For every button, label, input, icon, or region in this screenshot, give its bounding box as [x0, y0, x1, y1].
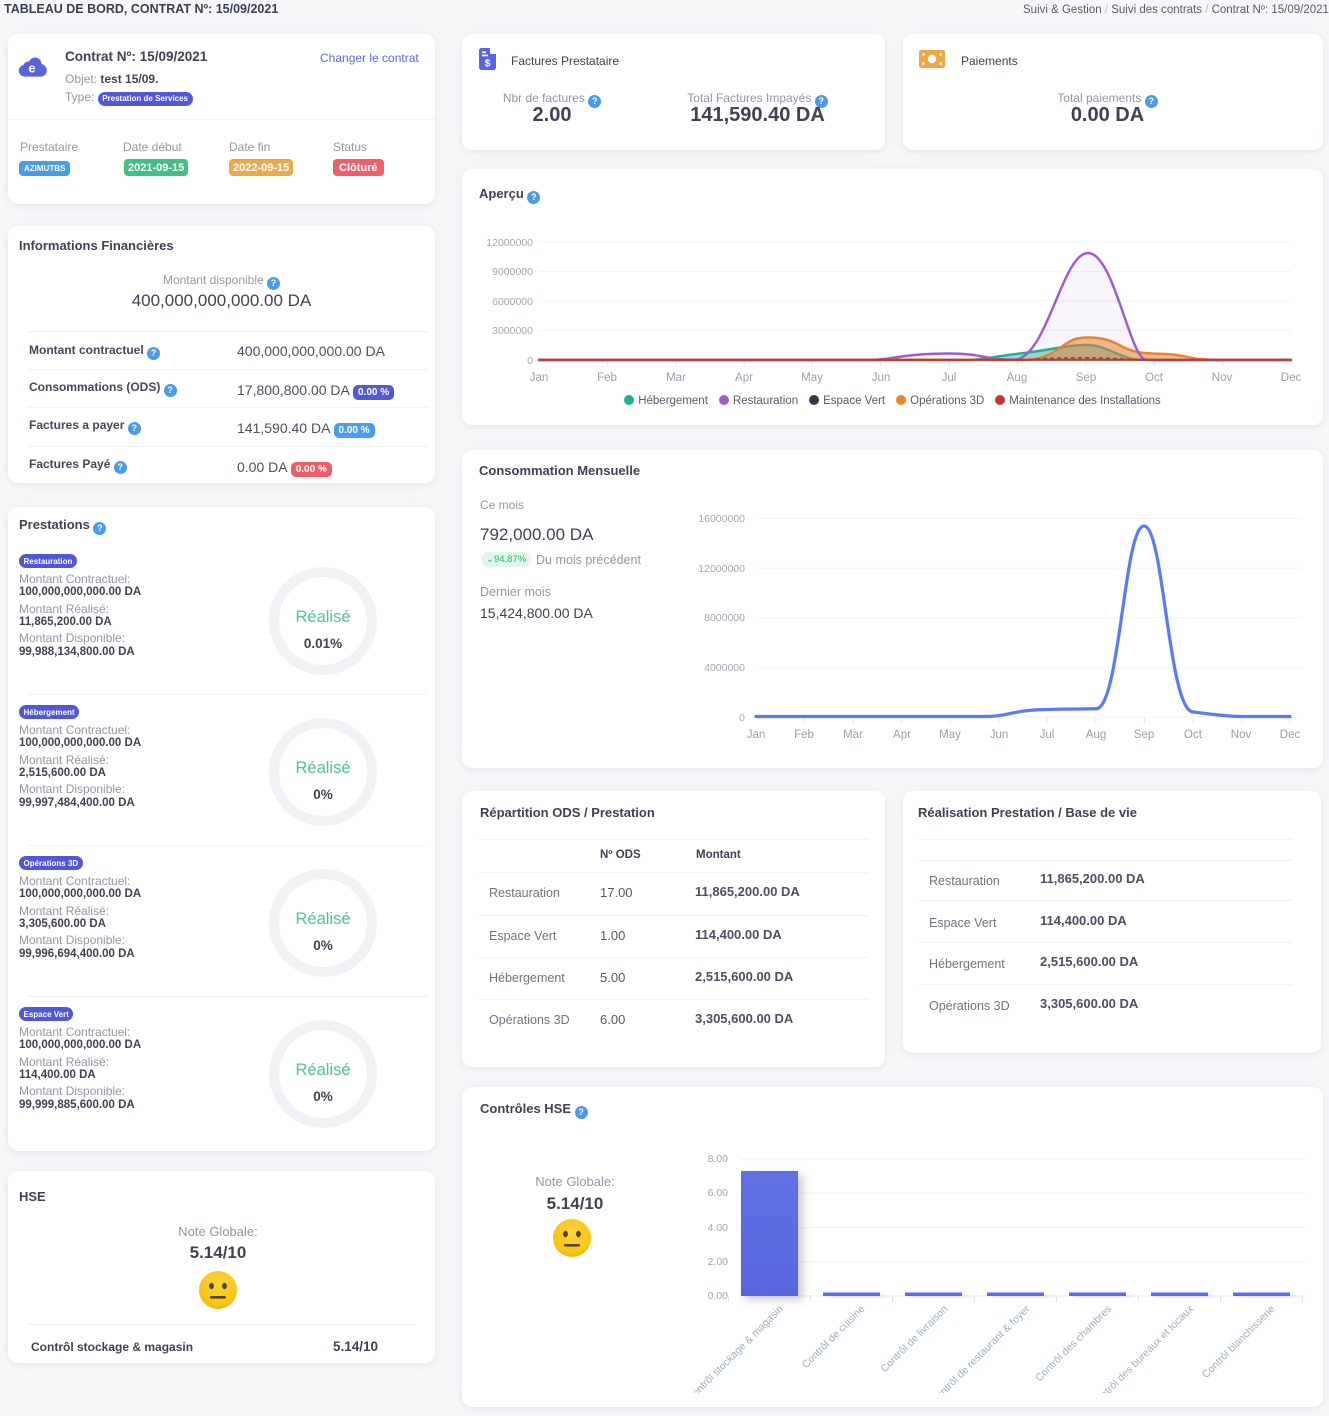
svg-text:$: $: [485, 57, 491, 69]
svg-text:e: e: [28, 61, 35, 76]
